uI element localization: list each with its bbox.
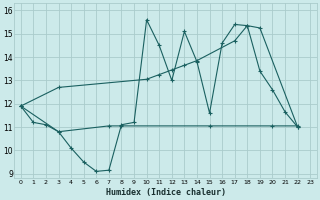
X-axis label: Humidex (Indice chaleur): Humidex (Indice chaleur) bbox=[106, 188, 226, 197]
